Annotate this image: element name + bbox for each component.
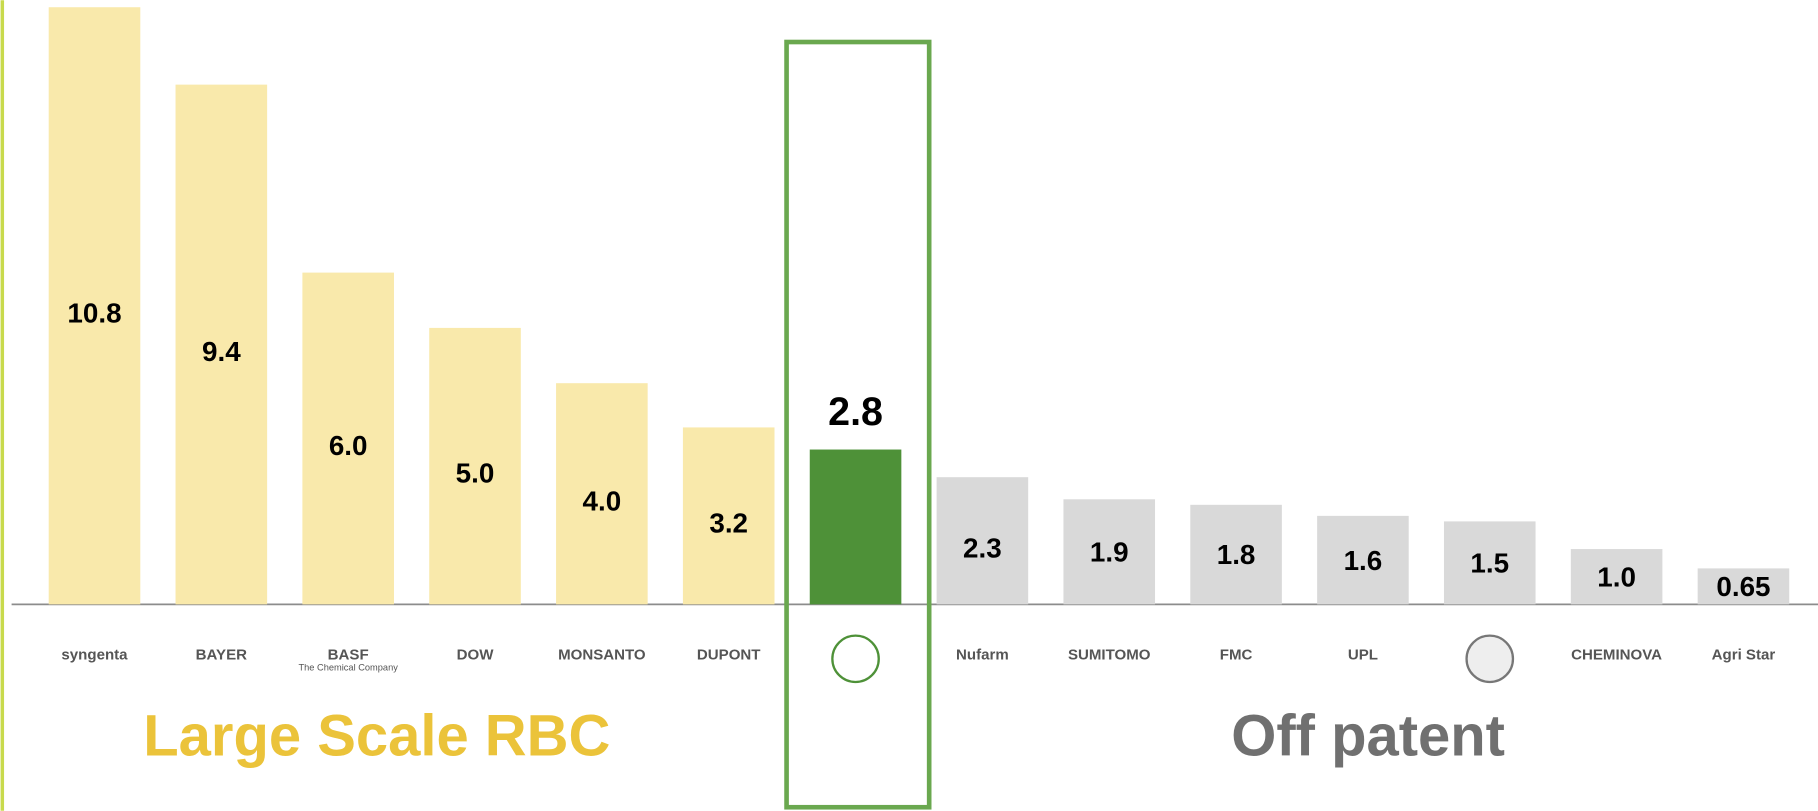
value-label: 1.0 bbox=[1597, 561, 1636, 592]
value-label: 5.0 bbox=[456, 458, 495, 489]
bar bbox=[809, 449, 902, 605]
category-label: syngenta bbox=[61, 646, 128, 663]
value-label: 2.3 bbox=[963, 532, 1002, 563]
bar bbox=[1443, 521, 1536, 605]
value-label: 10.8 bbox=[67, 297, 121, 328]
value-label: 1.5 bbox=[1470, 548, 1509, 579]
value-label: 2.8 bbox=[828, 390, 883, 434]
category-note: The Chemical Company bbox=[298, 663, 398, 673]
value-label: 6.0 bbox=[329, 430, 368, 461]
bar bbox=[1697, 568, 1790, 605]
logo-icon bbox=[1465, 634, 1515, 684]
highlight-box bbox=[784, 39, 932, 810]
value-label: 4.0 bbox=[583, 485, 622, 516]
category-label: BAYER bbox=[196, 646, 247, 663]
value-label: 9.4 bbox=[202, 336, 241, 367]
value-label: 0.65 bbox=[1716, 571, 1770, 602]
bar bbox=[1570, 549, 1663, 605]
bar bbox=[1190, 504, 1282, 605]
category-label: Nufarm bbox=[956, 646, 1009, 663]
value-label: 1.9 bbox=[1090, 536, 1129, 567]
bar bbox=[1317, 515, 1409, 605]
bar bbox=[556, 383, 648, 605]
category-label: Agri Star bbox=[1712, 646, 1776, 663]
value-label: 3.2 bbox=[709, 508, 748, 539]
bar bbox=[48, 7, 141, 605]
bar bbox=[936, 477, 1029, 605]
category-label: MONSANTO bbox=[558, 646, 646, 663]
category-label: BASF bbox=[328, 646, 369, 663]
bar bbox=[175, 84, 268, 605]
category-label: FMC bbox=[1220, 646, 1253, 663]
value-label: 1.6 bbox=[1344, 545, 1383, 576]
bar bbox=[1063, 499, 1156, 605]
value-label: 1.8 bbox=[1217, 539, 1256, 570]
category-label: DUPONT bbox=[697, 646, 761, 663]
bar bbox=[682, 427, 775, 605]
category-label: SUMITOMO bbox=[1068, 646, 1151, 663]
category-label: DOW bbox=[457, 646, 495, 663]
bar bbox=[302, 272, 394, 605]
category-label: CHEMINOVA bbox=[1571, 646, 1662, 663]
bar bbox=[429, 327, 521, 605]
category-label: UPL bbox=[1348, 646, 1378, 663]
group-label: Large Scale RBC bbox=[143, 704, 610, 768]
group-label: Off patent bbox=[1231, 704, 1505, 768]
logo-icon bbox=[831, 634, 880, 684]
